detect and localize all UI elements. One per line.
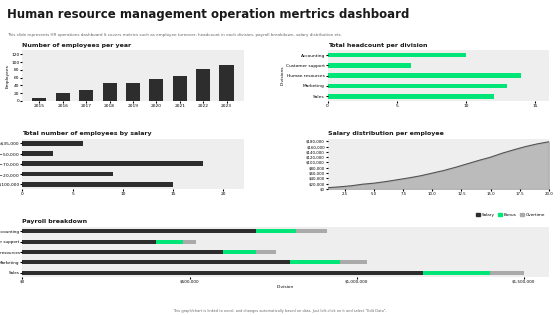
Bar [102,83,116,101]
Bar [223,250,256,254]
Text: Total headcount per division: Total headcount per division [328,43,427,48]
Bar [22,141,83,146]
Y-axis label: Divisions: Divisions [281,66,284,85]
Bar [79,90,94,101]
Text: Total number of employees by salary: Total number of employees by salary [22,131,152,136]
Bar [328,94,493,99]
Bar [22,182,173,187]
Bar [220,65,234,101]
Bar [22,261,290,265]
Bar [22,239,156,243]
Bar [423,271,491,275]
Bar [156,239,183,243]
Bar [56,93,70,101]
Bar [340,261,367,265]
Bar [328,73,521,78]
Text: This slide represents HR operations dashboard It covers metrics such as employee: This slide represents HR operations dash… [7,33,342,37]
Bar [328,83,507,88]
Bar [22,250,223,254]
Bar [22,172,113,176]
Bar [32,98,46,101]
Bar [290,261,340,265]
Bar [150,79,164,101]
Y-axis label: Employees: Employees [6,64,10,88]
Bar [183,239,196,243]
Bar [296,229,326,233]
Bar [22,151,53,156]
Bar [491,271,524,275]
Bar [172,76,187,101]
Bar [256,229,296,233]
Text: This graph/chart is linked to excel, and changes automatically based on data. Ju: This graph/chart is linked to excel, and… [173,309,387,313]
Bar [328,63,410,68]
Bar [22,271,423,275]
Bar [22,162,203,166]
Bar [126,83,140,101]
Bar [196,69,210,101]
Bar [328,53,466,57]
Legend: Salary, Bonus, Overtime: Salary, Bonus, Overtime [474,211,547,219]
Text: Human resource management operation mertrics dashboard: Human resource management operation mert… [7,8,409,21]
Text: Payroll breakdown: Payroll breakdown [22,219,87,224]
Text: Salary distribution per employee: Salary distribution per employee [328,131,444,136]
Bar [256,250,277,254]
Text: Number of employees per year: Number of employees per year [22,43,132,48]
Bar [22,229,256,233]
X-axis label: Division: Division [277,285,294,289]
